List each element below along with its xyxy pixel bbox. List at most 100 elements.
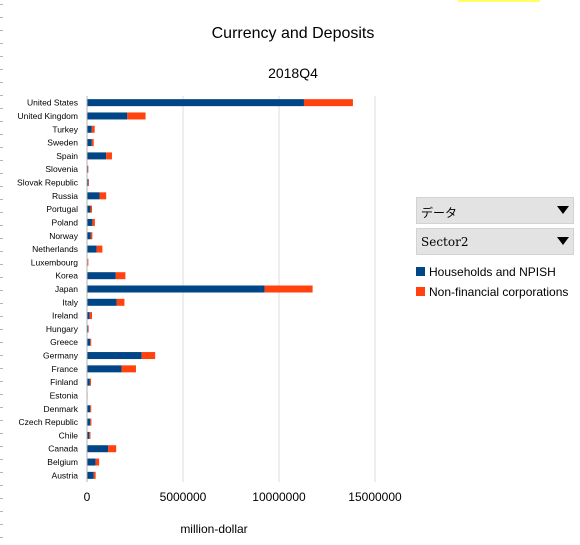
chevron-down-icon[interactable] <box>557 206 569 214</box>
ruler-tick <box>0 212 3 213</box>
ruler-tick <box>0 368 3 369</box>
x-tick-labels: 0 5000000 10000000 15000000 <box>84 490 402 504</box>
ruler-tick <box>0 355 3 356</box>
bar-corporations <box>92 218 95 226</box>
ruler-tick <box>0 537 3 538</box>
ruler-tick <box>0 472 3 473</box>
category-label: Poland <box>52 217 79 227</box>
bar-households <box>87 312 90 320</box>
bar-corporations <box>88 325 89 333</box>
sector-field-dropdown[interactable]: Sector2 <box>416 228 574 255</box>
ruler-tick <box>0 186 3 187</box>
category-label: Spain <box>56 151 78 161</box>
ruler-tick <box>0 199 3 200</box>
category-label: Finland <box>50 377 78 387</box>
left-ruler <box>0 0 4 545</box>
bar-households <box>87 405 91 413</box>
bar-households <box>87 431 90 439</box>
x-axis-title: million-dollar <box>180 522 247 536</box>
bar-corporations <box>91 139 94 147</box>
ruler-tick <box>0 108 3 109</box>
bar-corporations <box>96 245 103 253</box>
bar-corporations <box>303 99 353 107</box>
ruler-tick <box>0 459 3 460</box>
data-field-dropdown[interactable]: データ <box>416 197 574 224</box>
category-label: Hungary <box>46 324 79 334</box>
bar-corporations <box>91 125 95 133</box>
bar-households <box>87 125 92 133</box>
bar-corporations <box>115 272 126 280</box>
bar-households <box>87 298 117 306</box>
ruler-tick <box>0 381 3 382</box>
bar-corporations <box>141 352 156 360</box>
ruler-tick <box>0 485 3 486</box>
bar-corporations <box>88 179 89 187</box>
legend-swatch-corporations <box>416 287 425 296</box>
ruler-tick <box>0 147 3 148</box>
bar-households <box>87 205 91 213</box>
legend-swatch-households <box>416 267 425 276</box>
ruler-tick <box>0 342 3 343</box>
category-label: Canada <box>48 444 78 454</box>
ruler-tick <box>0 251 3 252</box>
ruler-tick <box>0 160 3 161</box>
bar-households <box>87 152 107 160</box>
bar-households <box>87 112 128 120</box>
category-labels: United States United Kingdom Turkey Sweden S… <box>17 98 79 481</box>
bar-households <box>87 338 91 346</box>
category-label: Estonia <box>50 390 79 400</box>
bar-corporations <box>108 445 117 453</box>
category-label: Greece <box>50 337 78 347</box>
ruler-tick <box>0 329 3 330</box>
bar-households <box>87 218 93 226</box>
bar-corporations <box>90 338 92 346</box>
legend-label-corporations: Non-financial corporations <box>429 285 569 299</box>
bar-households <box>87 272 116 280</box>
category-label: Norway <box>49 231 79 241</box>
bars <box>87 99 353 479</box>
x-tick-label: 0 <box>84 490 91 504</box>
ruler-tick <box>0 56 3 57</box>
bar-households <box>87 179 89 187</box>
ruler-tick <box>0 420 3 421</box>
bar-corporations <box>99 192 107 200</box>
ruler-tick <box>0 4 3 5</box>
bar-corporations <box>89 312 92 320</box>
bar-corporations <box>93 471 96 479</box>
ruler-tick <box>0 433 3 434</box>
chevron-down-icon[interactable] <box>557 237 569 245</box>
category-label: France <box>52 364 79 374</box>
chart-title: Currency and Deposits <box>212 25 375 42</box>
category-label: Turkey <box>52 124 78 134</box>
ruler-tick <box>0 238 3 239</box>
ruler-tick <box>0 173 3 174</box>
ruler-tick <box>0 264 3 265</box>
category-label: Slovak Republic <box>17 178 79 188</box>
category-label: Chile <box>59 430 79 440</box>
ruler-tick <box>0 82 3 83</box>
ruler-tick <box>0 316 3 317</box>
bar-households <box>87 232 91 240</box>
bar-corporations <box>89 431 91 439</box>
bar-households <box>87 458 96 466</box>
bar-households <box>87 378 90 386</box>
bar-corporations <box>95 458 100 466</box>
bar-corporations <box>90 232 93 240</box>
category-label: Czech Republic <box>18 417 78 427</box>
bar-corporations <box>90 418 92 426</box>
category-label: Netherlands <box>32 244 78 254</box>
bar-corporations <box>127 112 146 120</box>
bar-corporations <box>264 285 313 293</box>
bar-corporations <box>90 205 92 213</box>
ruler-tick <box>0 511 3 512</box>
bar-households <box>87 139 92 147</box>
category-label: Sweden <box>47 138 78 148</box>
ruler-tick <box>0 277 3 278</box>
top-highlight <box>458 0 540 2</box>
ruler-tick <box>0 134 3 135</box>
ruler-tick <box>0 121 3 122</box>
x-tick-label: 10000000 <box>252 490 306 504</box>
category-label: Slovenia <box>45 164 78 174</box>
bar-households <box>87 245 97 253</box>
